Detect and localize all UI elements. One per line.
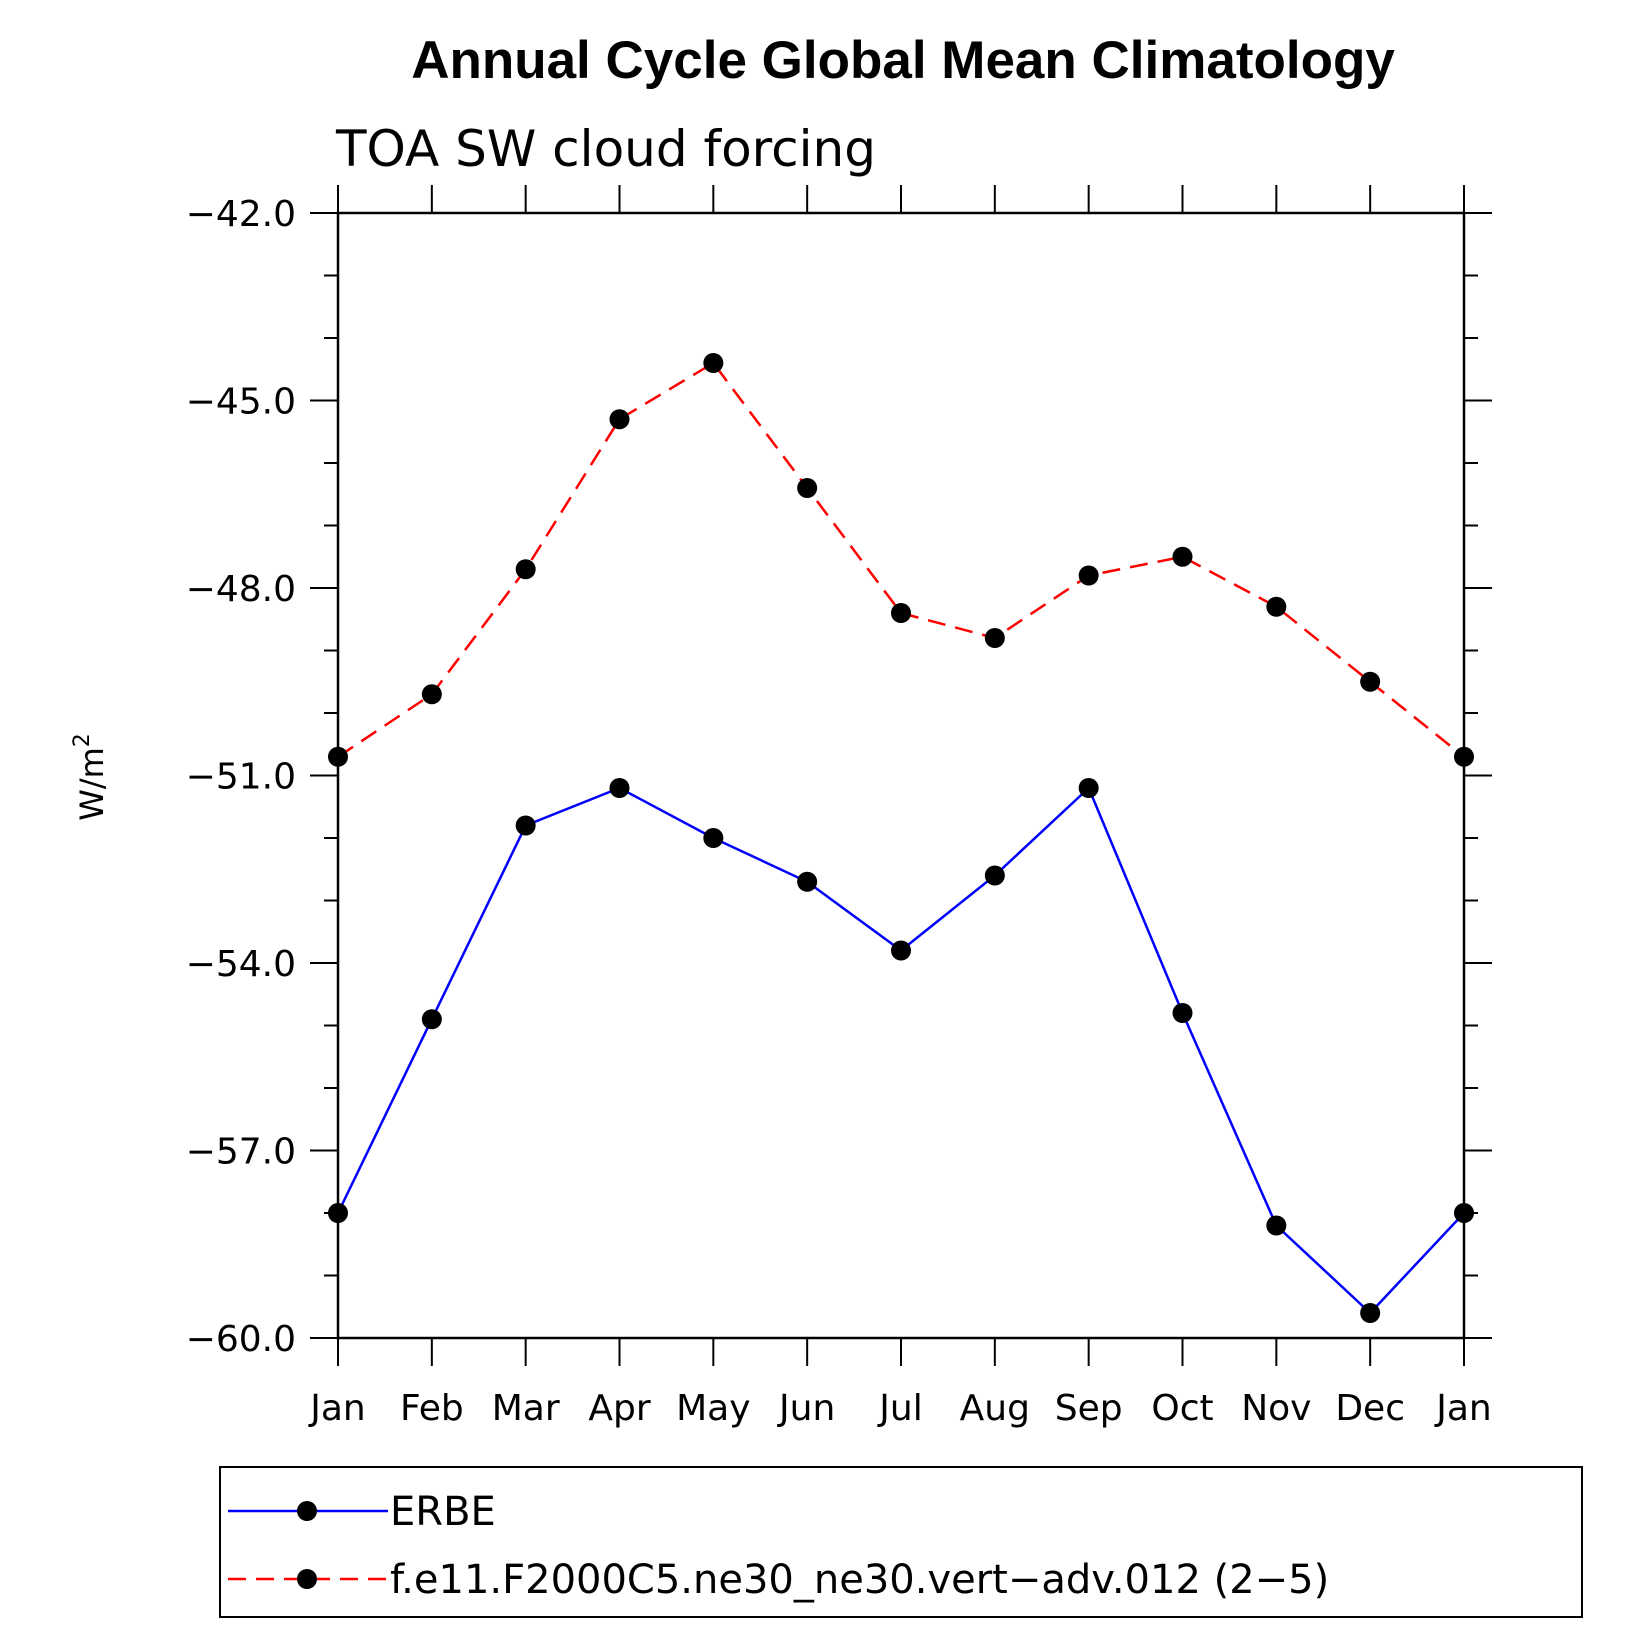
series-1-point bbox=[891, 940, 911, 961]
x-tick-label: Jan bbox=[1434, 1388, 1492, 1429]
series-1-point bbox=[1078, 778, 1099, 798]
x-tick-label: Feb bbox=[400, 1388, 464, 1429]
series-1-point bbox=[609, 778, 630, 798]
y-tick-label: −48.0 bbox=[186, 569, 296, 610]
y-tick-label: −51.0 bbox=[186, 757, 296, 798]
series-1-point bbox=[421, 1009, 442, 1030]
svg-text:W/m2: W/m2 bbox=[70, 733, 111, 821]
series-1-point bbox=[515, 815, 536, 836]
x-tick-label: Mar bbox=[492, 1388, 560, 1429]
series-2-point bbox=[515, 559, 536, 580]
ticks-layer: −42.0 −45.0 −48.0 −51.0 −54.0 −57.0 −60.0 Jan Fe… bbox=[186, 185, 1492, 1429]
series-1-point bbox=[1172, 1003, 1193, 1023]
series-line-2 bbox=[337, 361, 1465, 758]
y-axis-label: W/m2 bbox=[70, 733, 111, 821]
series-2-point bbox=[703, 353, 724, 373]
x-tick-label: Apr bbox=[588, 1388, 650, 1429]
series-layer bbox=[328, 353, 1474, 1323]
series-2-point bbox=[1360, 671, 1381, 692]
y-tick-label: −57.0 bbox=[186, 1132, 296, 1173]
x-tick-label: Jun bbox=[777, 1388, 835, 1429]
chart-subtitle: TOA SW cloud forcing bbox=[335, 120, 876, 178]
series-1-point bbox=[797, 871, 818, 892]
x-tick-label: Oct bbox=[1151, 1388, 1213, 1429]
legend-marker-1 bbox=[297, 1501, 317, 1521]
series-2-point bbox=[1078, 565, 1099, 586]
series-1-point bbox=[1360, 1303, 1381, 1323]
x-tick-label: Jul bbox=[877, 1388, 922, 1429]
x-tick-label: Aug bbox=[960, 1388, 1030, 1429]
series-2-point bbox=[1266, 596, 1287, 617]
series-2-point bbox=[797, 478, 818, 498]
legend-marker-2 bbox=[297, 1569, 317, 1589]
y-axis-label-superscript: 2 bbox=[70, 733, 95, 747]
legend: ERBE f.e11.F2000C5.ne30_ne30.vert−adv.012… bbox=[219, 1466, 1583, 1618]
series-1-point bbox=[1266, 1215, 1287, 1236]
legend-label-1: ERBE bbox=[390, 1489, 496, 1535]
plot-frame bbox=[336, 211, 1466, 1340]
series-1-point bbox=[703, 828, 724, 848]
y-axis-label-text: W/m bbox=[73, 747, 111, 821]
x-tick-label: May bbox=[676, 1388, 750, 1429]
series-2-point bbox=[421, 684, 442, 705]
x-tick-label: Nov bbox=[1241, 1388, 1311, 1429]
y-tick-label: −42.0 bbox=[186, 194, 296, 235]
chart-title: Annual Cycle Global Mean Climatology bbox=[411, 31, 1395, 90]
y-tick-label: −60.0 bbox=[186, 1319, 296, 1360]
y-tick-label: −45.0 bbox=[186, 382, 296, 423]
legend-label-2: f.e11.F2000C5.ne30_ne30.vert−adv.012 (2−… bbox=[390, 1557, 1329, 1603]
series-2-point bbox=[1172, 546, 1193, 567]
x-tick-label: Dec bbox=[1335, 1388, 1405, 1429]
series-2-point bbox=[891, 603, 911, 623]
legend-frame bbox=[219, 1466, 1583, 1618]
series-1-point bbox=[984, 865, 1005, 886]
x-tick-label: Jan bbox=[308, 1388, 366, 1429]
y-tick-label: −54.0 bbox=[186, 944, 296, 985]
x-tick-label: Sep bbox=[1055, 1388, 1123, 1429]
series-line-1 bbox=[336, 785, 1465, 1315]
series-2-point bbox=[984, 628, 1005, 648]
series-2-point bbox=[609, 409, 630, 430]
